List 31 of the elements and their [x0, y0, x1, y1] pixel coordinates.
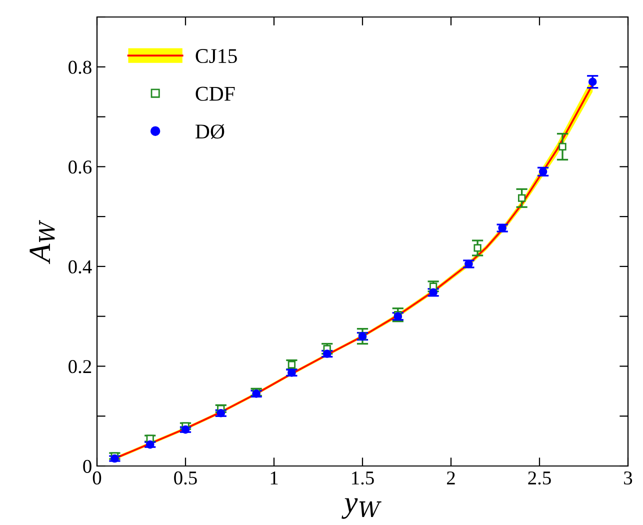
point: [110, 454, 119, 463]
point: [146, 440, 154, 449]
legend-label: CDF: [196, 86, 235, 101]
y-tick-label: 0.2: [68, 360, 92, 374]
x-tick-label: 1: [270, 472, 278, 484]
legend-label: DØ: [196, 124, 224, 139]
x-tick-label: 2.5: [528, 471, 551, 485]
y-tick-label: 0.6: [68, 160, 92, 174]
x-tick-label: 1.5: [352, 472, 374, 485]
point: [146, 434, 154, 442]
point: [288, 368, 296, 377]
x-tick-label: 2: [446, 471, 455, 484]
point: [181, 425, 190, 434]
legend-label: CJ15: [196, 49, 237, 64]
point: [322, 350, 332, 358]
x-tick-label: 0: [92, 471, 102, 485]
point: [464, 260, 473, 268]
y-axis-title: A$_{W}$: [30, 220, 55, 264]
point: [216, 408, 226, 418]
y-tick-label: 0: [83, 460, 92, 473]
x-tick-label: 0.5: [174, 471, 197, 485]
point: [498, 224, 506, 232]
point: [518, 194, 526, 202]
point: [474, 244, 482, 252]
point: [558, 142, 566, 151]
y-tick-label: 0.4: [68, 260, 92, 274]
point: [588, 78, 597, 86]
x-tick-label: 3: [624, 471, 632, 485]
y-tick-label: 0.8: [68, 60, 92, 74]
x-axis-title: y$_{W}$: [342, 498, 382, 519]
point: [288, 360, 296, 369]
